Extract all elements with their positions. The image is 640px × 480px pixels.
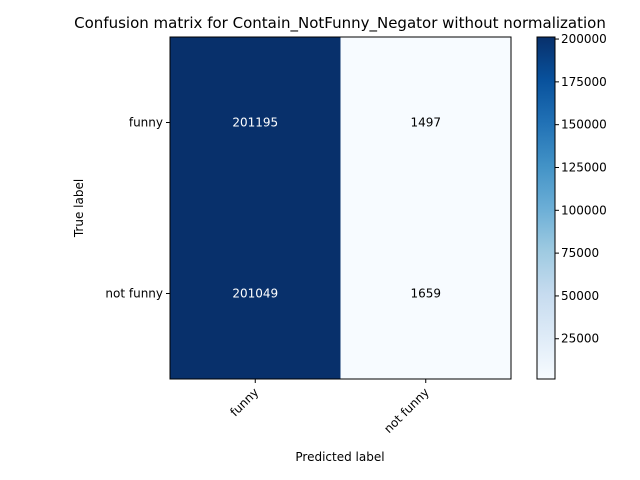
y-tick-label: not funny [105, 287, 163, 301]
cell-value-label: 201195 [232, 116, 278, 130]
colorbar-tick-label: 75000 [561, 246, 599, 260]
y-tick-label: funny [129, 116, 163, 130]
matrix-cells: 201195 1497 201049 1659 [170, 37, 511, 379]
cell-value-label: 1659 [410, 287, 441, 301]
colorbar-tick-label: 125000 [561, 160, 607, 174]
colorbar [536, 36, 556, 380]
x-tick-label: funny [227, 385, 261, 419]
colorbar-tick-label: 50000 [561, 289, 599, 303]
cell-value-label: 1497 [410, 116, 441, 130]
x-axis-label: Predicted label [295, 450, 384, 464]
matrix-cell [340, 208, 511, 379]
x-ticks: funny not funny [227, 379, 432, 436]
y-axis-label: True label [72, 179, 86, 238]
y-ticks: funny not funny [105, 116, 170, 301]
plot-frame [169, 36, 512, 380]
colorbar-tick-label: 25000 [561, 332, 599, 346]
matrix-cell [340, 37, 511, 208]
x-tick-label: not funny [381, 385, 432, 436]
matrix-cell [170, 37, 341, 208]
colorbar-tick-label: 150000 [561, 118, 607, 132]
chart-title: Confusion matrix for Contain_NotFunny_Ne… [74, 14, 606, 33]
colorbar-tick-label: 175000 [561, 75, 607, 89]
colorbar-tick-label: 100000 [561, 203, 607, 217]
colorbar-ticks: 25000 50000 75000 100000 125000 150000 175000 2… [555, 32, 607, 346]
matrix-cell [170, 208, 341, 379]
cell-value-label: 201049 [232, 287, 278, 301]
colorbar-tick-label: 200000 [561, 32, 607, 46]
